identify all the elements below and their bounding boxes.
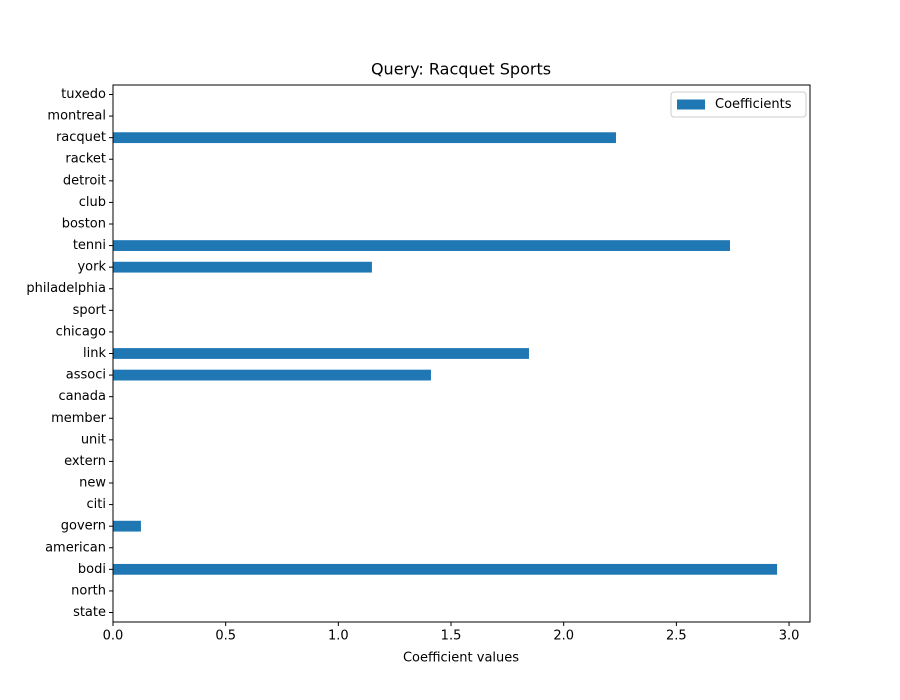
y-tick-label: philadelphia — [26, 281, 106, 296]
x-tick-label: 1.5 — [441, 629, 462, 644]
x-tick-label: 2.0 — [553, 629, 574, 644]
y-tick-label: unit — [81, 432, 106, 447]
y-tick-label: canada — [58, 389, 106, 404]
bar — [113, 240, 731, 251]
y-tick-label: montreal — [47, 109, 106, 124]
y-tick-label: american — [45, 540, 106, 555]
y-tick-label: sport — [73, 303, 106, 318]
chart-title: Query: Racquet Sports — [371, 60, 551, 79]
y-tick-label: new — [79, 476, 106, 491]
y-tick-label: racquet — [56, 130, 106, 145]
y-tick-label: chicago — [56, 324, 106, 339]
x-tick-label: 2.5 — [666, 629, 687, 644]
y-tick-label: govern — [61, 519, 106, 534]
y-tick-label: state — [73, 605, 106, 620]
bar — [113, 520, 141, 532]
x-tick-label: 3.0 — [779, 629, 800, 644]
y-tick-label: york — [77, 260, 106, 275]
y-tick-label: boston — [62, 216, 106, 231]
legend-box — [670, 91, 807, 118]
legend-swatch — [677, 99, 705, 110]
y-tick-label: citi — [87, 497, 106, 512]
plot-frame — [112, 84, 811, 623]
y-tick-label: club — [79, 195, 106, 210]
y-tick-label: tenni — [73, 238, 106, 253]
bar — [113, 563, 778, 575]
y-tick-label: link — [83, 346, 106, 361]
y-tick-label: extern — [64, 454, 106, 469]
x-axis-label: Coefficient values — [403, 651, 519, 666]
x-tick-label: 1.0 — [328, 629, 349, 644]
y-tick-label: racket — [65, 152, 106, 167]
x-tick-label: 0.5 — [215, 629, 236, 644]
bar — [113, 261, 372, 273]
y-tick-label: bodi — [78, 562, 106, 577]
x-tick-label: 0.0 — [103, 629, 124, 644]
bar — [113, 369, 431, 381]
y-tick-label: north — [71, 583, 106, 598]
y-tick-label: detroit — [63, 173, 106, 188]
y-tick-label: associ — [66, 368, 106, 383]
bar — [113, 132, 616, 144]
y-tick-label: member — [51, 411, 107, 426]
bar — [113, 348, 529, 359]
legend-label: Coefficients — [715, 97, 792, 112]
y-tick-label: tuxedo — [61, 87, 106, 102]
